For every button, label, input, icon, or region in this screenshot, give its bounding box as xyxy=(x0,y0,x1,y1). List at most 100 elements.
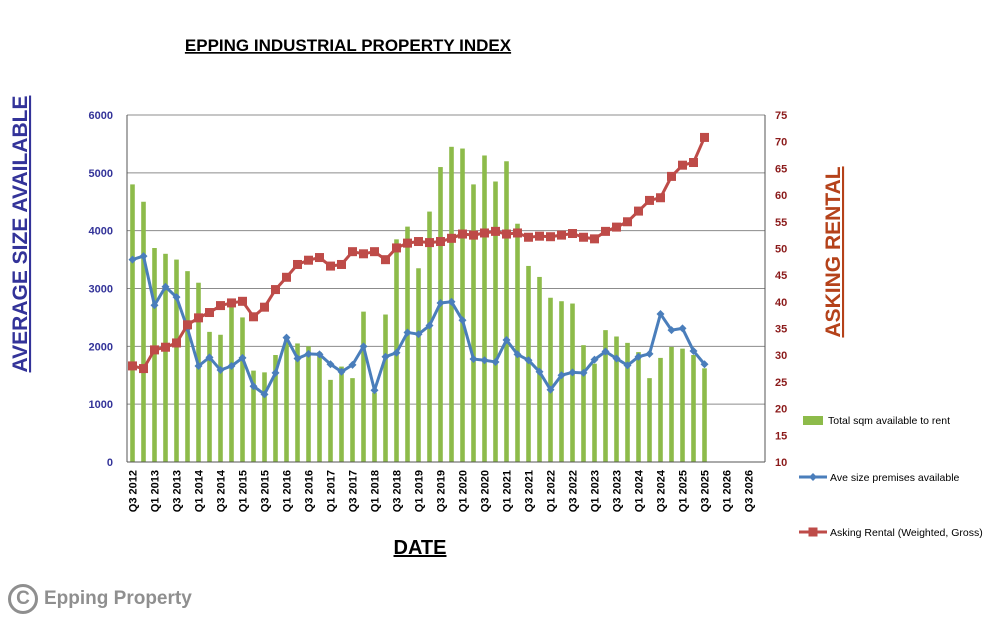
point-asking-rental xyxy=(370,247,379,257)
bar xyxy=(482,155,487,462)
point-asking-rental xyxy=(194,313,203,323)
x-tick-label: Q3 2026 xyxy=(744,470,756,512)
point-asking-rental xyxy=(315,253,324,263)
y-tick-label-right: 20 xyxy=(775,404,787,416)
point-ave-size xyxy=(590,355,599,364)
point-ave-size xyxy=(601,347,610,356)
point-ave-size xyxy=(282,333,291,342)
x-tick-label: Q1 2021 xyxy=(502,470,514,512)
brand-name: Epping Property xyxy=(44,588,192,609)
y-tick-label-left: 1000 xyxy=(89,399,113,411)
point-asking-rental xyxy=(513,228,522,238)
point-ave-size xyxy=(502,335,511,344)
bar xyxy=(372,392,377,462)
point-asking-rental xyxy=(502,229,511,239)
y-axis-label-left: AVERAGE SIZE AVAILABLE xyxy=(9,96,32,373)
legend-label-ave-size: Ave size premises available xyxy=(830,472,960,484)
x-tick-label: Q3 2018 xyxy=(392,470,404,512)
bar xyxy=(471,184,476,462)
x-tick-label: Q1 2016 xyxy=(282,470,294,512)
bar xyxy=(130,184,135,462)
point-ave-size xyxy=(348,360,357,369)
bar xyxy=(152,248,157,462)
point-ave-size xyxy=(524,356,533,365)
bar xyxy=(405,226,410,462)
point-ave-size xyxy=(370,386,379,395)
y-tick-label-left: 6000 xyxy=(89,110,113,122)
bar xyxy=(306,346,311,462)
y-tick-label-right: 60 xyxy=(775,190,787,202)
point-asking-rental xyxy=(271,285,280,295)
point-asking-rental xyxy=(238,296,247,306)
y-tick-label-right: 65 xyxy=(775,163,787,175)
point-ave-size xyxy=(139,252,148,261)
legend-label-asking-rental: Asking Rental (Weighted, Gross) xyxy=(830,527,983,539)
x-tick-label: Q3 2024 xyxy=(656,469,668,512)
x-tick-label: Q1 2017 xyxy=(326,470,338,512)
bar xyxy=(218,334,223,462)
point-ave-size xyxy=(623,361,632,370)
point-asking-rental xyxy=(282,272,291,282)
point-ave-size xyxy=(568,368,577,377)
point-ave-size xyxy=(513,350,522,359)
point-ave-size xyxy=(227,361,236,370)
point-ave-size xyxy=(150,301,159,310)
bar xyxy=(416,268,421,462)
x-tick-label: Q1 2023 xyxy=(590,470,602,512)
point-asking-rental xyxy=(304,255,313,265)
point-ave-size xyxy=(205,353,214,362)
bar xyxy=(559,301,564,462)
point-asking-rental xyxy=(491,226,500,236)
point-ave-size xyxy=(700,360,709,369)
x-tick-label: Q1 2019 xyxy=(414,470,426,512)
point-ave-size xyxy=(326,360,335,369)
y-tick-label-left: 4000 xyxy=(89,226,113,238)
bar xyxy=(229,305,234,462)
x-tick-label: Q1 2020 xyxy=(458,470,470,512)
bar xyxy=(603,330,608,462)
point-ave-size xyxy=(667,326,676,335)
point-asking-rental xyxy=(524,232,533,242)
bar xyxy=(438,167,443,463)
watermark: C Epping Property xyxy=(8,584,192,614)
x-tick-label: Q3 2023 xyxy=(612,470,624,512)
bar xyxy=(680,348,685,462)
y-tick-label-left: 2000 xyxy=(89,341,113,353)
bar xyxy=(339,366,344,462)
y-tick-label-right: 75 xyxy=(775,110,787,122)
point-asking-rental xyxy=(689,158,698,168)
point-asking-rental xyxy=(678,160,687,170)
x-tick-label: Q1 2014 xyxy=(194,469,206,512)
point-ave-size xyxy=(194,361,203,370)
y-axis-label-right: ASKING RENTAL xyxy=(822,166,845,337)
point-ave-size xyxy=(491,357,500,366)
y-tick-label-right: 30 xyxy=(775,350,787,362)
x-tick-label: Q1 2024 xyxy=(634,469,646,512)
bar xyxy=(460,148,465,462)
bar xyxy=(185,271,190,462)
point-asking-rental xyxy=(700,132,709,142)
point-ave-size xyxy=(414,330,423,339)
x-tick-label: Q3 2025 xyxy=(700,470,712,512)
point-ave-size xyxy=(469,355,478,364)
point-ave-size xyxy=(337,367,346,376)
point-ave-size xyxy=(304,349,313,358)
point-asking-rental xyxy=(348,247,357,257)
y-tick-label-left: 3000 xyxy=(89,284,113,296)
bar xyxy=(251,370,256,462)
point-ave-size xyxy=(612,354,621,363)
x-tick-label: Q3 2013 xyxy=(172,470,184,512)
point-asking-rental xyxy=(667,171,676,181)
point-asking-rental xyxy=(579,232,588,242)
x-tick-label: Q1 2018 xyxy=(370,470,382,512)
y-tick-label-right: 10 xyxy=(775,457,787,469)
point-ave-size xyxy=(546,385,555,394)
bar xyxy=(548,297,553,462)
bar xyxy=(636,352,641,462)
x-tick-label: Q3 2014 xyxy=(216,469,228,512)
point-ave-size xyxy=(260,390,269,399)
point-asking-rental xyxy=(183,320,192,330)
point-ave-size xyxy=(480,356,489,365)
point-asking-rental xyxy=(425,238,434,248)
